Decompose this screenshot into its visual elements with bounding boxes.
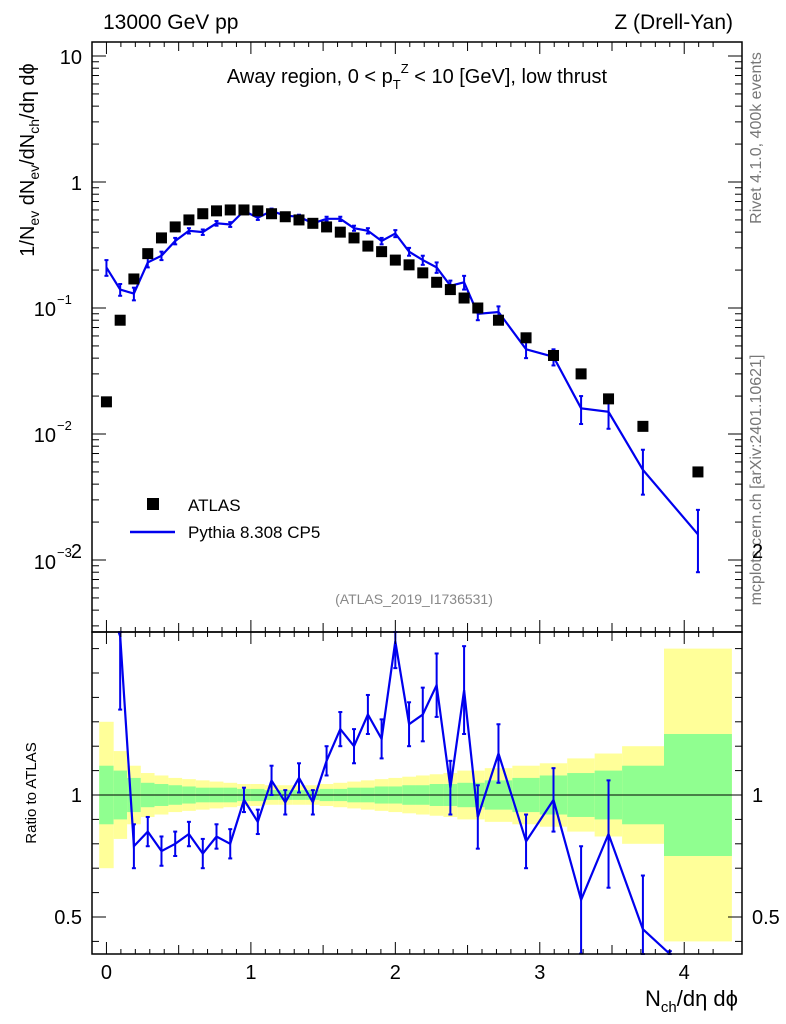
- atlas-point: [169, 221, 181, 233]
- main-title: Away region, 0 < pTZ < 10 [GeV], low thr…: [227, 61, 608, 92]
- atlas-point: [492, 314, 504, 326]
- legend-pythia-label: Pythia 8.308 CP5: [188, 523, 320, 542]
- atlas-point: [266, 208, 278, 220]
- atlas-point: [114, 314, 126, 326]
- atlas-point: [348, 232, 360, 244]
- ytick-label-0.1-exp: −1: [57, 292, 72, 307]
- legend-atlas-marker: [147, 498, 159, 510]
- atlas-point: [362, 240, 374, 252]
- header-process-label: Z (Drell-Yan): [614, 11, 733, 34]
- ytick-label-0.001-base: 10: [34, 552, 56, 574]
- atlas-point: [637, 420, 649, 432]
- ytick-label-0.1-base: 10: [34, 299, 56, 321]
- ratio-frame: [91, 631, 743, 955]
- xtick-label: 4: [679, 962, 690, 984]
- ratio-marks: [117, 631, 672, 955]
- atlas-point: [692, 466, 704, 478]
- atlas-point: [183, 214, 195, 226]
- atlas-point: [376, 246, 388, 258]
- atlas-point: [197, 208, 209, 220]
- atlas-point: [575, 368, 587, 380]
- atlas-point: [334, 226, 346, 238]
- atlas-point: [603, 393, 615, 405]
- atlas-point: [238, 204, 250, 216]
- atlas-point: [458, 292, 470, 304]
- ytick-label-0.01-exp: −2: [57, 418, 72, 433]
- atlas-point: [472, 302, 484, 314]
- ratio-ytick-label-right: 1: [752, 785, 763, 807]
- main-ylabel: 1/Nev dNev/dNch/dη dϕ: [17, 63, 42, 256]
- main-ytick-labels: 10 1 10 −1 10 −2 10 −3: [34, 47, 82, 574]
- xtick-label: 0: [101, 962, 112, 984]
- ytick-label-0.001-exp: −3: [57, 545, 72, 560]
- main-panel: 10 1 10 −1 10 −2 10 −3 Away region, 0 < …: [17, 41, 743, 633]
- atlas-point: [417, 267, 429, 279]
- legend-atlas-label: ATLAS: [188, 496, 241, 515]
- atlas-point: [548, 349, 559, 361]
- atlas-point: [128, 273, 140, 285]
- atlas-point: [444, 284, 456, 296]
- atlas-point: [211, 205, 223, 217]
- xtick-label: 1: [245, 962, 256, 984]
- atlas-point: [224, 204, 236, 216]
- atlas-point: [321, 221, 333, 233]
- ratio-tick-labels: 0.5 0.5 1 1 2 2 0 1 2 3 4: [54, 541, 780, 984]
- side-label-rivet: Rivet 4.1.0, 400k events: [748, 52, 765, 224]
- main-ticks: [92, 42, 742, 632]
- atlas-point: [252, 205, 264, 217]
- side-label-mcplots: mcplots.cern.ch [arXiv:2401.10621]: [748, 355, 765, 606]
- ratio-ytick-label-left: 2: [71, 541, 82, 563]
- ratio-panel: 0.5 0.5 1 1 2 2 0 1 2 3 4 Ratio to ATLAS Nch/dη dϕ: [23, 541, 780, 1016]
- atlas-point: [293, 214, 305, 226]
- atlas-point: [389, 254, 401, 266]
- ratio-ytick-label-left: 0.5: [54, 907, 82, 929]
- ytick-label-1: 1: [71, 173, 82, 195]
- ytick-label-10: 10: [60, 47, 82, 69]
- xtick-label: 3: [534, 962, 545, 984]
- ratio-ticks: [92, 632, 742, 954]
- header-energy-label: 13000 GeV pp: [103, 11, 238, 34]
- atlas-point: [100, 396, 112, 408]
- atlas-point: [431, 276, 443, 288]
- ytick-label-0.1: 10 −1: [34, 292, 72, 321]
- ratio-ytick-label-right: 0.5: [752, 907, 780, 929]
- atlas-point: [307, 217, 319, 229]
- atlas-point: [520, 332, 532, 344]
- atlas-point: [279, 211, 291, 223]
- ratio-ylabel: Ratio to ATLAS: [23, 742, 40, 843]
- ytick-label-0.01-base: 10: [34, 425, 56, 447]
- atlas-point: [155, 232, 167, 244]
- analysis-id-label: (ATLAS_2019_I1736531): [335, 591, 493, 607]
- ytick-label-0.01: 10 −2: [34, 418, 72, 447]
- ytick-label-0.001: 10 −3: [34, 545, 72, 574]
- xtick-label: 2: [390, 962, 401, 984]
- ratio-ytick-label-left: 1: [71, 785, 82, 807]
- main-frame: [91, 41, 743, 633]
- x-axis-label: Nch/dη dϕ: [645, 986, 738, 1016]
- atlas-point: [403, 259, 415, 271]
- main-marks: [100, 204, 704, 574]
- pythia-line: [105, 209, 699, 536]
- ratio-ytick-label-right: 2: [752, 541, 763, 563]
- legend: ATLAS Pythia 8.308 CP5: [130, 496, 320, 542]
- atlas-point: [142, 248, 154, 260]
